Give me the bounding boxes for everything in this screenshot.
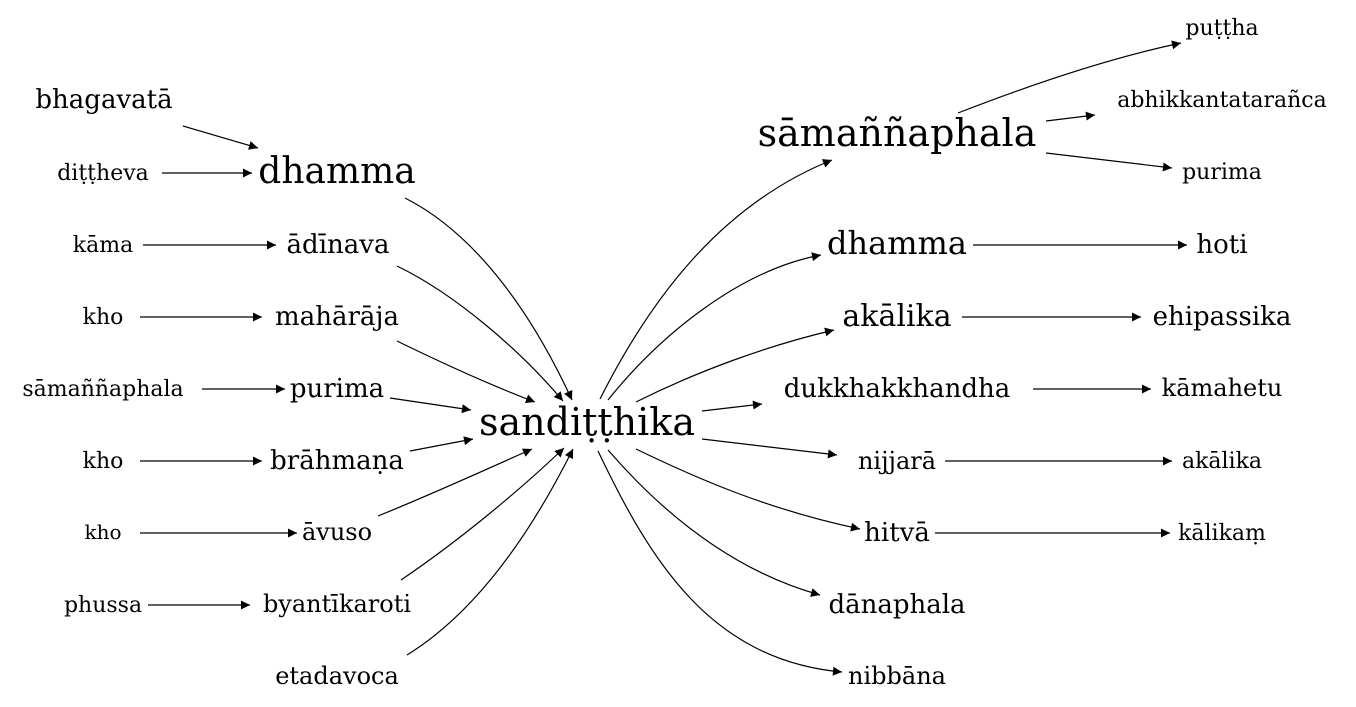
edge-samannaphala-puttha — [957, 40, 1182, 114]
edge-samannaphala-purima — [1045, 152, 1173, 172]
node-out-akalika: akālika — [842, 299, 951, 334]
node-out-dhamma: dhamma — [827, 224, 967, 262]
node-in-bhagavata: bhagavatā — [35, 85, 172, 115]
edge-byantikaroti-center — [400, 447, 565, 581]
node-out-hitva: hitvā — [864, 518, 930, 548]
edge-center-hitva — [635, 448, 861, 532]
node-in-adinava: ādīnava — [287, 230, 390, 260]
node-out-nibbana: nibbāna — [848, 662, 946, 690]
node-in-avuso: āvuso — [302, 518, 372, 546]
edge-bhagavata-dhamma — [182, 125, 259, 150]
edge-center-akalika — [635, 327, 835, 403]
edge-samannaphala-abhikkanta — [1045, 111, 1096, 122]
node-center: sandiṭṭhika — [479, 400, 695, 444]
edge-etadavoca-center — [406, 448, 574, 656]
node-in-kho-2: kho — [83, 449, 124, 474]
node-in-phussa: phussa — [64, 593, 142, 618]
node-in-dhamma: dhamma — [258, 151, 415, 192]
node-out-akalika-2: akālika — [1182, 449, 1262, 474]
node-out-kamahetu: kāmahetu — [1162, 374, 1283, 402]
nodes: sandiṭṭhika bhagavatā diṭṭheva dhamma kā… — [22, 16, 1326, 690]
edge-center-nijjara — [701, 438, 838, 459]
node-in-kho-3: kho — [84, 520, 121, 544]
node-out-nijjara: nijjarā — [858, 447, 936, 475]
edge-center-danaphala — [607, 449, 821, 597]
node-in-etadavoca: etadavoca — [275, 662, 399, 690]
node-out-purima: purima — [1182, 160, 1262, 185]
node-in-dittheva: diṭṭheva — [57, 161, 149, 186]
edge-center-nibbana — [597, 450, 843, 676]
node-out-samannaphala: sāmaññaphala — [758, 111, 1037, 155]
edge-dhamma-center — [404, 197, 573, 401]
node-in-purima: purima — [290, 374, 384, 404]
node-in-brahmana: brāhmaṇa — [270, 446, 404, 476]
edge-purima-center — [389, 397, 472, 414]
node-in-kama: kāma — [73, 233, 133, 258]
node-out-abhikkanta: abhikkantatarañca — [1117, 88, 1327, 113]
node-out-ehipassika: ehipassika — [1153, 302, 1292, 332]
edge-center-samannaphala — [599, 159, 833, 400]
node-in-byantikaroti: byantīkaroti — [263, 590, 411, 618]
node-out-puttha: puṭṭha — [1185, 16, 1258, 41]
node-out-danaphala: dānaphala — [828, 590, 965, 620]
node-in-samannaphala: sāmaññaphala — [22, 377, 183, 402]
node-out-dukkha: dukkhakkhandha — [784, 374, 1011, 404]
edge-adinava-center — [396, 265, 564, 402]
node-out-kalikam: kālikaṃ — [1178, 521, 1266, 546]
edge-avuso-center — [377, 448, 533, 517]
node-in-maharaja: mahārāja — [275, 302, 399, 332]
edge-brahmana-center — [409, 436, 474, 452]
edges — [140, 40, 1187, 676]
edge-center-dhamma — [607, 252, 822, 401]
node-in-kho-1: kho — [83, 305, 124, 330]
edge-center-dukkha — [701, 400, 763, 412]
edge-maharaja-center — [396, 340, 536, 404]
node-out-hoti: hoti — [1196, 230, 1247, 260]
